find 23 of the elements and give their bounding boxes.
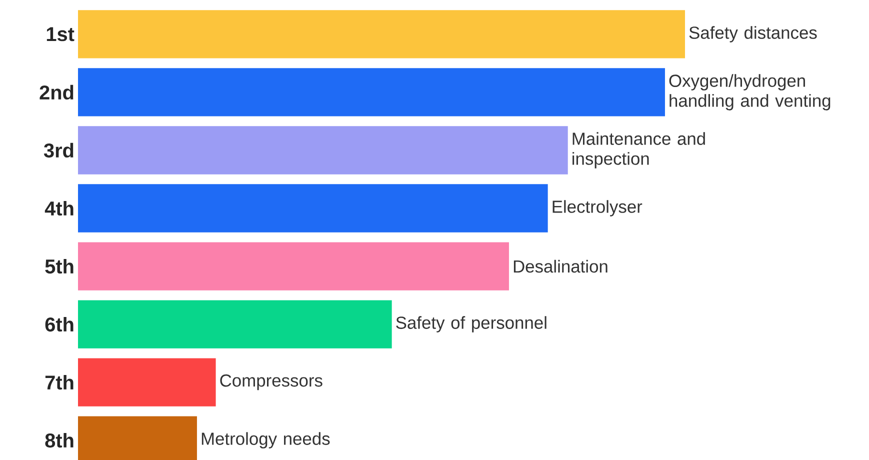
- bar: [78, 10, 686, 58]
- y-tick-label: 4th: [44, 200, 74, 216]
- bar: [78, 358, 216, 406]
- bar: [78, 300, 392, 348]
- annotation: Maintenance and inspection: [572, 132, 705, 168]
- bar: [78, 68, 665, 116]
- annotation: Compressors: [220, 374, 322, 390]
- annotation: Safety of personnel: [396, 316, 546, 332]
- annotation: Electrolyser: [552, 200, 642, 216]
- y-tick-label: 1st: [46, 27, 74, 42]
- y-tick-label: 3rd: [44, 142, 74, 158]
- annotation: Metrology needs: [202, 432, 330, 448]
- y-tick-label: 7th: [45, 374, 74, 390]
- bar: [78, 242, 509, 290]
- bar: [78, 184, 548, 232]
- y-tick-label: 5th: [45, 258, 74, 274]
- y-tick-label: 6th: [45, 316, 74, 332]
- y-tick-label: 8th: [45, 432, 74, 448]
- annotation: Desalination: [514, 260, 608, 273]
- y-tick-label: 2nd: [40, 84, 74, 100]
- annotation: Oxygen/hydrogen handling and venting: [669, 74, 830, 110]
- bar: [78, 126, 568, 174]
- annotation: Safety distances: [689, 26, 817, 42]
